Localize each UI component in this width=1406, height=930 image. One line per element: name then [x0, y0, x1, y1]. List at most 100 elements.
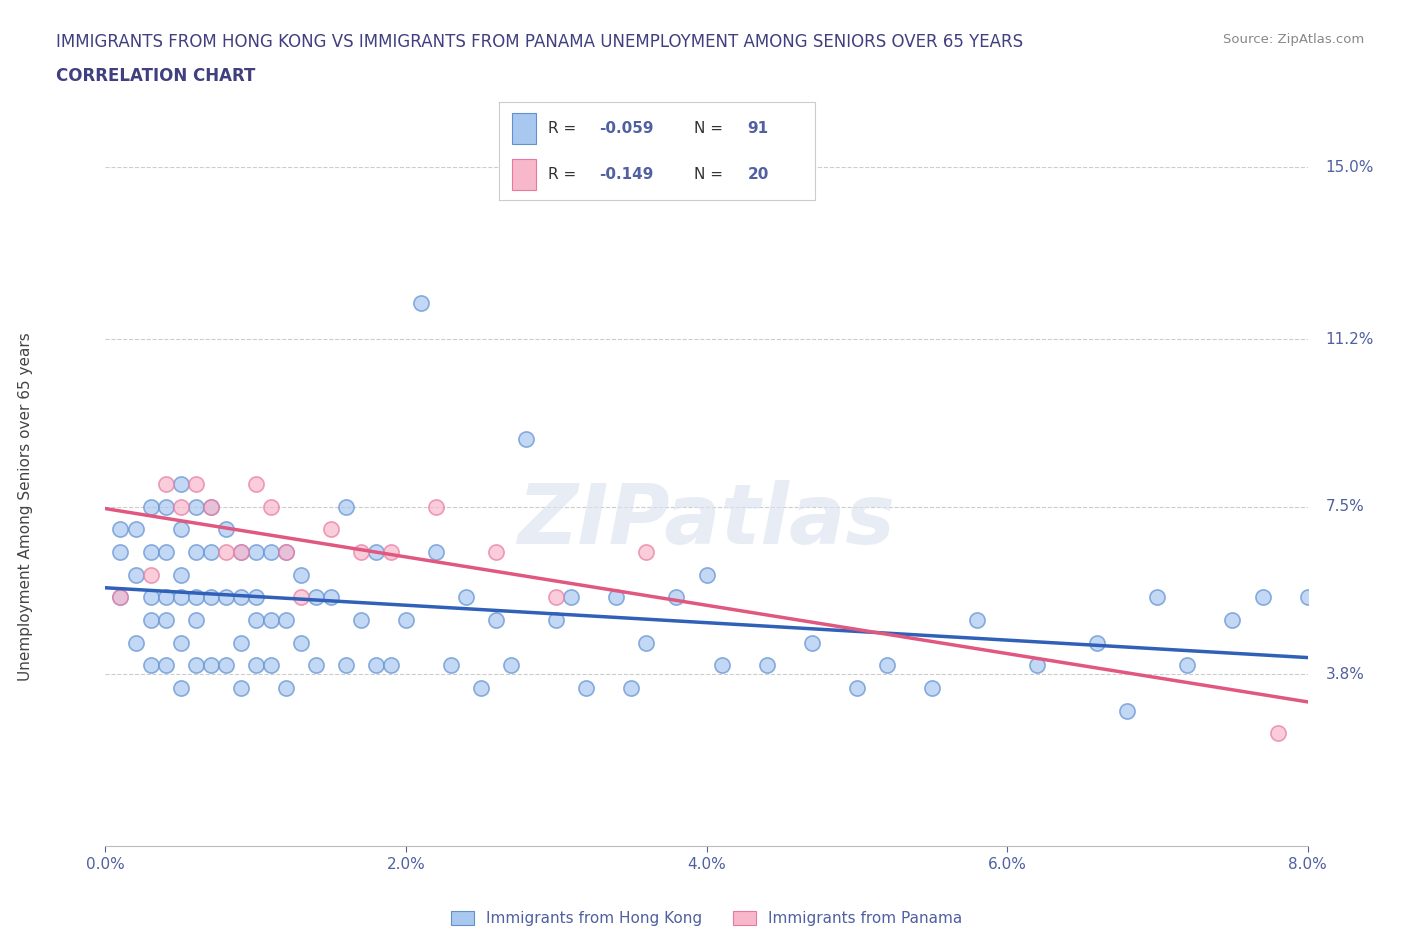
Point: [229, 590, 252, 604]
Point: [110, 545, 132, 560]
Point: [605, 590, 627, 604]
Point: [184, 499, 207, 514]
Point: [245, 545, 267, 560]
Point: [229, 545, 252, 560]
Text: CORRELATION CHART: CORRELATION CHART: [56, 67, 256, 85]
Text: -0.149: -0.149: [599, 167, 654, 182]
Point: [260, 545, 283, 560]
Point: [155, 477, 177, 492]
Point: [184, 545, 207, 560]
Point: [470, 681, 492, 696]
Point: [214, 522, 236, 537]
Point: [364, 545, 387, 560]
Point: [1296, 590, 1319, 604]
Bar: [512, 159, 536, 191]
Text: IMMIGRANTS FROM HONG KONG VS IMMIGRANTS FROM PANAMA UNEMPLOYMENT AMONG SENIORS O: IMMIGRANTS FROM HONG KONG VS IMMIGRANTS …: [56, 33, 1024, 50]
Point: [1116, 703, 1139, 718]
Point: [139, 658, 162, 672]
Point: [395, 613, 418, 628]
Point: [200, 499, 222, 514]
Point: [575, 681, 598, 696]
Point: [214, 590, 236, 604]
Point: [139, 545, 162, 560]
Point: [274, 545, 297, 560]
Point: [485, 545, 508, 560]
Point: [124, 522, 146, 537]
Point: [290, 567, 312, 582]
Legend: Immigrants from Hong Kong, Immigrants from Panama: Immigrants from Hong Kong, Immigrants fr…: [444, 905, 969, 930]
Point: [229, 681, 252, 696]
Point: [169, 477, 191, 492]
Point: [245, 477, 267, 492]
Point: [335, 499, 357, 514]
Point: [636, 635, 658, 650]
Point: [966, 613, 988, 628]
Point: [696, 567, 718, 582]
Point: [184, 613, 207, 628]
Text: 15.0%: 15.0%: [1326, 160, 1374, 175]
Text: N =: N =: [693, 121, 727, 136]
Point: [1026, 658, 1049, 672]
Point: [184, 658, 207, 672]
Point: [620, 681, 643, 696]
Point: [245, 590, 267, 604]
Text: Unemployment Among Seniors over 65 years: Unemployment Among Seniors over 65 years: [18, 333, 32, 681]
Point: [229, 635, 252, 650]
Point: [110, 590, 132, 604]
Point: [515, 432, 537, 446]
Point: [274, 681, 297, 696]
Point: [124, 635, 146, 650]
Text: 11.2%: 11.2%: [1326, 332, 1374, 347]
Text: 7.5%: 7.5%: [1326, 499, 1364, 514]
Point: [485, 613, 508, 628]
Point: [214, 658, 236, 672]
Point: [335, 658, 357, 672]
Point: [139, 590, 162, 604]
Point: [425, 545, 447, 560]
Point: [124, 567, 146, 582]
Point: [425, 499, 447, 514]
Text: -0.059: -0.059: [599, 121, 654, 136]
Point: [501, 658, 523, 672]
Point: [665, 590, 688, 604]
Point: [245, 613, 267, 628]
Point: [380, 545, 402, 560]
Point: [710, 658, 733, 672]
Bar: [512, 113, 536, 144]
Text: 3.8%: 3.8%: [1326, 667, 1364, 682]
Point: [155, 613, 177, 628]
Text: 91: 91: [748, 121, 769, 136]
Point: [305, 590, 328, 604]
Point: [755, 658, 778, 672]
Point: [1222, 613, 1244, 628]
Text: Source: ZipAtlas.com: Source: ZipAtlas.com: [1223, 33, 1364, 46]
Point: [845, 681, 868, 696]
Point: [155, 545, 177, 560]
Point: [1251, 590, 1274, 604]
Point: [364, 658, 387, 672]
Point: [110, 522, 132, 537]
Point: [169, 681, 191, 696]
Point: [200, 499, 222, 514]
Point: [274, 545, 297, 560]
Point: [560, 590, 582, 604]
Point: [200, 545, 222, 560]
Point: [546, 613, 568, 628]
Point: [546, 590, 568, 604]
Point: [184, 477, 207, 492]
Point: [1267, 725, 1289, 740]
Text: N =: N =: [693, 167, 727, 182]
Text: ZIPatlas: ZIPatlas: [517, 480, 896, 561]
Point: [1175, 658, 1198, 672]
Point: [290, 590, 312, 604]
Point: [155, 499, 177, 514]
Point: [380, 658, 402, 672]
Point: [245, 658, 267, 672]
Point: [200, 590, 222, 604]
Point: [1146, 590, 1168, 604]
Point: [169, 499, 191, 514]
Point: [409, 296, 432, 311]
Point: [274, 613, 297, 628]
Point: [139, 499, 162, 514]
Point: [229, 545, 252, 560]
